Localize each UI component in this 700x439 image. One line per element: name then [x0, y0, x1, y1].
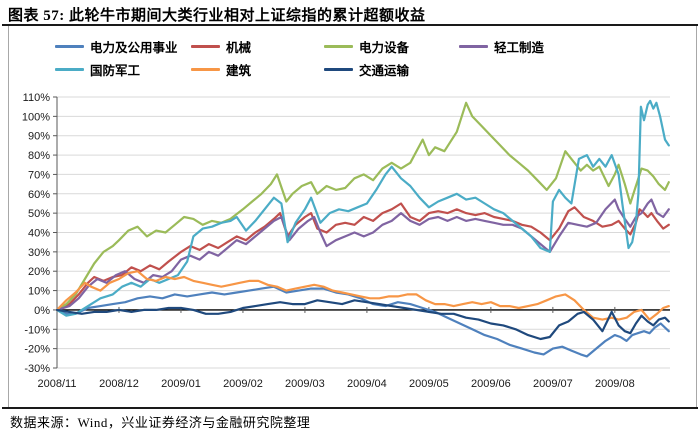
legend-label: 轻工制造: [494, 41, 545, 55]
series-line-2: [55, 202, 670, 311]
legend-label: 国防军工: [90, 64, 141, 78]
data-source: 数据来源：Wind，兴业证券经济与金融研究院整理: [10, 415, 311, 430]
legend-item-7: 交通运输: [324, 60, 459, 79]
legend-label: 机械: [226, 41, 252, 55]
y-tick-label: -30%: [24, 363, 50, 375]
source-rule: [2, 407, 698, 409]
y-tick-label: 30%: [28, 247, 50, 259]
y-tick-label: 0%: [34, 305, 50, 317]
y-tick-label: 50%: [28, 208, 50, 220]
x-tick-label: 2009/06: [471, 378, 511, 390]
y-tick-label: 110%: [23, 92, 51, 104]
y-tick-label: 100%: [22, 111, 50, 123]
x-tick-label: 2009/03: [285, 378, 325, 390]
legend-swatch: [191, 68, 220, 71]
legend-item-6: 建筑: [191, 60, 324, 79]
legend-swatch: [191, 45, 220, 48]
x-tick-label: 2008/11: [38, 378, 77, 390]
y-tick-label: 10%: [28, 286, 50, 298]
figure-right-border: [696, 26, 697, 407]
legend-swatch: [324, 45, 353, 48]
legend-label: 交通运输: [359, 64, 410, 78]
series-line-6: [55, 270, 670, 321]
legend-swatch: [55, 45, 84, 48]
legend-label: 电力及公用事业: [90, 41, 178, 55]
legend-item-1: 电力及公用事业: [55, 37, 191, 56]
legend-item-2: 机械: [191, 37, 324, 56]
legend-label: 建筑: [226, 64, 252, 78]
series-line-5: [55, 99, 670, 317]
x-tick-label: 2008/12: [99, 378, 139, 390]
legend-swatch: [324, 68, 353, 71]
y-tick-label: 80%: [28, 150, 50, 162]
legend-item-5: 国防军工: [55, 60, 191, 79]
legend-item-4: 轻工制造: [459, 37, 619, 56]
y-tick-label: 70%: [28, 169, 50, 181]
x-tick-label: 2009/02: [223, 378, 263, 390]
y-tick-label: 20%: [28, 266, 50, 278]
chart-legend: 电力及公用事业 机械 电力设备 轻工制造国防军工 建筑 交通运输: [55, 35, 619, 81]
y-tick-label: 40%: [28, 228, 50, 240]
x-tick-label: 2009/01: [161, 378, 201, 390]
x-tick-label: 2009/04: [347, 378, 387, 390]
legend-label: 电力设备: [359, 41, 410, 55]
y-tick-label: 90%: [28, 131, 50, 143]
series-line-1: [55, 285, 670, 358]
y-tick-label: -10%: [24, 324, 50, 336]
series-line-4: [55, 198, 670, 311]
x-tick-label: 2009/05: [409, 378, 449, 390]
excess-return-line-chart: -30% -20% -10% 0% 10% 20% 30% 40% 50% 60% 70% 80% 90…: [22, 92, 670, 390]
figure-title: 图表 57: 此轮牛市期间大类行业相对上证综指的累计超额收益: [8, 8, 426, 24]
series-line-7: [55, 299, 670, 341]
y-tick-label: -20%: [24, 344, 50, 356]
series-line-3: [55, 101, 670, 311]
title-rule: [2, 24, 698, 26]
legend-swatch: [55, 68, 84, 71]
legend-item-3: 电力设备: [324, 37, 459, 56]
x-tick-label: 2009/08: [595, 378, 635, 390]
legend-swatch: [459, 45, 488, 48]
figure-left-border: [8, 26, 9, 407]
y-tick-label: 60%: [28, 189, 50, 201]
x-tick-label: 2009/07: [533, 378, 573, 390]
